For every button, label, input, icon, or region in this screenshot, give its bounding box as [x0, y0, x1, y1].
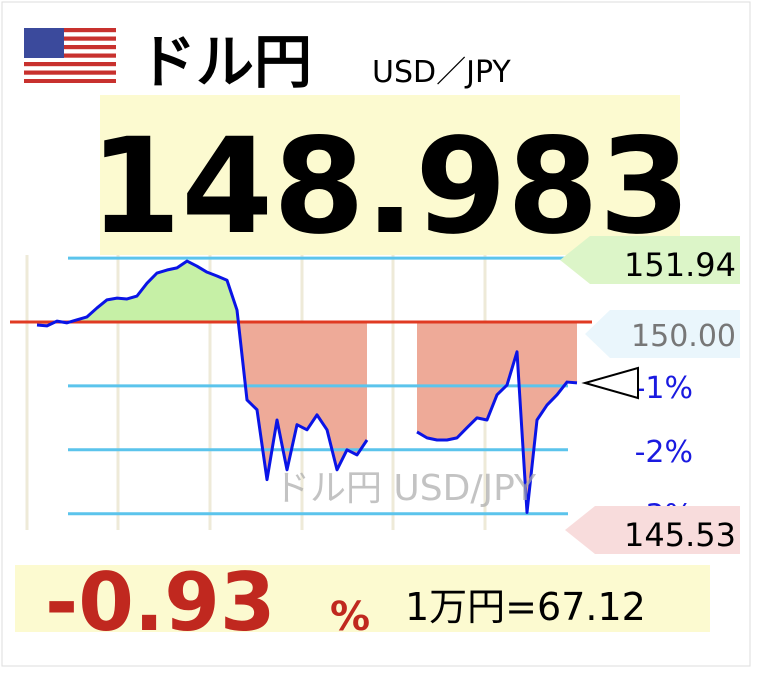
us-flag: [24, 28, 116, 83]
y-tick-label: 150.00: [631, 319, 736, 354]
area-up: [55, 261, 239, 322]
high-label: 151.94: [624, 246, 736, 284]
watermark: ドル円 USD/JPY: [274, 468, 537, 509]
change-unit: %: [330, 594, 370, 640]
reference-box: [585, 309, 740, 358]
y-tick-label: -1%: [635, 371, 693, 406]
title: ドル円: [138, 28, 312, 96]
low-box: [565, 506, 740, 554]
change-box: [15, 565, 710, 632]
y-tick-label: -2%: [635, 435, 693, 470]
low-label: 145.53: [624, 516, 736, 554]
price-line: [36, 259, 578, 514]
price-box: [100, 95, 680, 255]
chart: [10, 256, 592, 516]
current-marker: [581, 366, 639, 400]
pair: USD／JPY: [372, 55, 511, 90]
high-box: [560, 236, 740, 284]
area-down: [37, 321, 577, 513]
conversion: 1万円=67.12: [405, 585, 646, 629]
change-value: -0.93: [45, 556, 276, 649]
